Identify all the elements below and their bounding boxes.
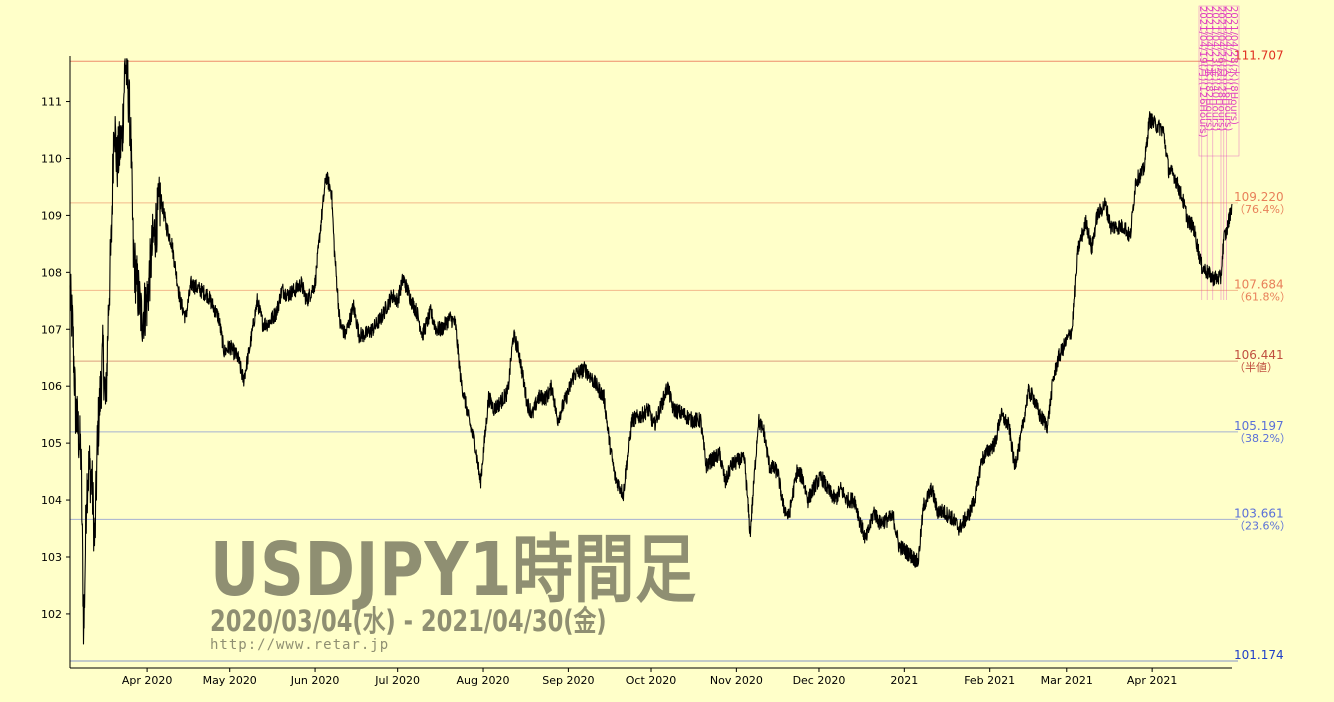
y-tick-label: 107 [41, 323, 62, 336]
x-tick-label: Mar 2021 [1041, 674, 1093, 687]
fib-pct-label: （23.6%） [1234, 519, 1291, 532]
y-tick-label: 110 [41, 152, 62, 165]
series-layer [69, 58, 1233, 645]
fib-pct-label: （半値） [1234, 360, 1278, 374]
y-tick-label: 108 [41, 266, 62, 279]
axes: 102 103 104 105 106 107 108 109 110 111 Apr 2020 Ma… [41, 56, 1232, 687]
y-tick-label: 111 [41, 96, 62, 109]
fib-value-label: 111.707 [1234, 48, 1284, 62]
annotation-label: 2021/04/19(月)(126Hours) [1197, 6, 1209, 138]
annotation-label: 2021/04/21(水)(82Hours) [1203, 6, 1215, 131]
annotation-label: 2021/04/27(火)(16Hours) [1222, 6, 1234, 131]
price-series-line [69, 58, 1233, 645]
fib-value-label: 107.684 [1234, 277, 1284, 291]
annotation-label: 2021/04/26(月)(28Hours) [1216, 6, 1228, 131]
y-tick-label: 105 [41, 437, 62, 450]
x-tick-label: Jun 2020 [290, 674, 340, 687]
x-tick-label: Apr 2021 [1127, 674, 1178, 687]
fib-value-label: 105.197 [1234, 419, 1284, 433]
x-tick-label: Feb 2021 [964, 674, 1015, 687]
fib-pct-label: （38.2%） [1234, 432, 1291, 445]
x-tick-label: Jul 2020 [374, 674, 420, 687]
x-tick-label: Apr 2020 [122, 674, 173, 687]
fib-levels: 111.707 109.220（76.4%） 107.684（61.8%） 106.4… [70, 48, 1291, 662]
y-tick-label: 106 [41, 380, 62, 393]
fib-value-label: 106.441 [1234, 348, 1284, 362]
annotation-label: 2021/04/28(水)(8Hours) [1228, 6, 1240, 125]
x-tick-label: Dec 2020 [793, 674, 846, 687]
x-tick-label: May 2020 [203, 674, 257, 687]
x-tick-label: 2021 [890, 674, 918, 687]
y-tick-label: 103 [41, 551, 62, 564]
chart-subtitle: 2020/03/04(水) - 2021/04/30(金) [210, 604, 607, 638]
chart-title: USDJPY1時間足 [210, 527, 697, 613]
event-annotations: 2021/04/19(月)(126Hours)2021/04/21(水)(82H… [1197, 5, 1240, 300]
x-tick-label: Oct 2020 [626, 674, 677, 687]
fib-value-label: 109.220 [1234, 190, 1284, 204]
fib-value-label: 101.174 [1234, 648, 1284, 662]
annotation-label: 2021/04/23(金)(40Hours) [1209, 6, 1222, 131]
y-tick-label: 102 [41, 608, 62, 621]
x-tick-label: Sep 2020 [542, 674, 594, 687]
fib-value-label: 103.661 [1234, 506, 1284, 520]
x-tick-label: Aug 2020 [457, 674, 510, 687]
y-tick-label: 104 [41, 494, 62, 507]
source-url: http://www.retar.jp [210, 637, 390, 653]
annotation-box [1198, 5, 1240, 157]
y-tick-label: 109 [41, 209, 62, 222]
x-tick-label: Nov 2020 [710, 674, 763, 687]
fib-pct-label: （61.8%） [1234, 290, 1291, 303]
fib-pct-label: （76.4%） [1234, 203, 1291, 216]
